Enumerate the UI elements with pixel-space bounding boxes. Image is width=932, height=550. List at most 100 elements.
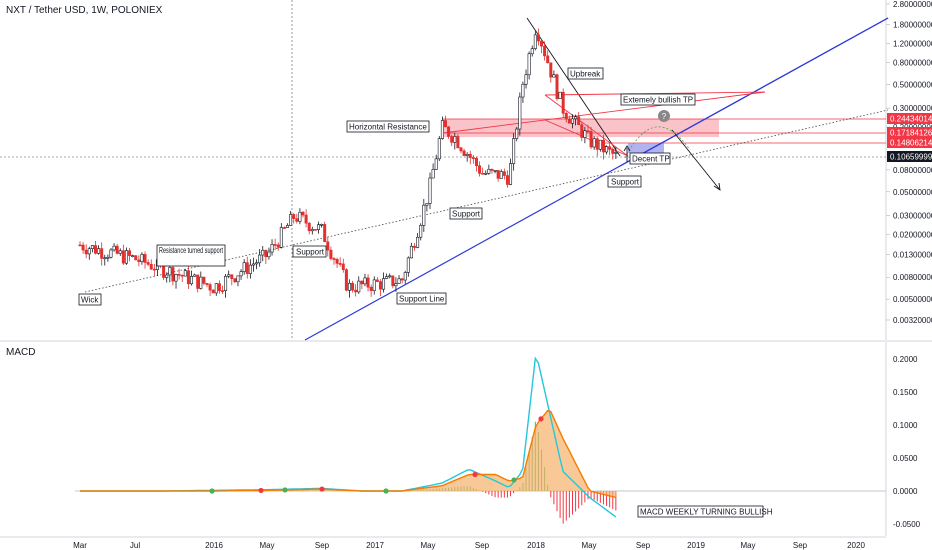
candle-body xyxy=(611,149,615,154)
candle-body xyxy=(264,249,268,258)
candle-body xyxy=(310,229,314,232)
annotation-support-2[interactable]: Support xyxy=(449,207,483,220)
candle-body xyxy=(143,254,147,263)
annotation-support-line[interactable]: Support Line xyxy=(396,292,447,305)
candle-body xyxy=(419,225,423,238)
candle-body xyxy=(313,229,317,231)
candle-body xyxy=(440,120,444,139)
candle-body xyxy=(564,113,568,120)
candle-body xyxy=(109,249,113,258)
annotation-decent-tp[interactable]: Decent TP xyxy=(629,152,671,165)
candle-body xyxy=(437,138,441,160)
candle-body xyxy=(224,275,228,292)
time-tick-label: 2016 xyxy=(205,541,223,550)
candle-body xyxy=(354,289,358,293)
price-tag: 0.17184126 xyxy=(887,127,932,138)
tp-fan-line-3[interactable] xyxy=(442,91,766,134)
candle-body xyxy=(382,278,386,290)
candle-body xyxy=(481,173,485,175)
annotation-support-1[interactable]: Support xyxy=(292,245,327,258)
annotation-extremely-bullish-tp-text: Extemely bullish TP xyxy=(623,96,693,105)
macd-cross-dot xyxy=(319,486,325,492)
time-tick-label: May xyxy=(740,541,755,550)
time-axis-ticks: Mar Jul 2016 May Sep 2017 May Sep 2018 May Sep 2019… xyxy=(73,541,865,550)
candle-body xyxy=(177,274,181,276)
candle-body xyxy=(605,146,609,153)
price-tag: 0.10659999 xyxy=(887,151,932,162)
macd-tick-label: 0.0500 xyxy=(893,454,918,463)
candle-body xyxy=(261,249,265,256)
candle-body xyxy=(543,45,547,57)
tp-fan-line-2[interactable] xyxy=(544,91,766,96)
candle-body xyxy=(378,281,382,290)
candle-body xyxy=(193,274,197,277)
price-tick-label: 0.01300000 xyxy=(893,251,932,260)
candle-body xyxy=(580,124,584,138)
annotation-extremely-bullish-tp[interactable]: Extemely bullish TP xyxy=(620,93,696,106)
annotation-wick[interactable]: Wick xyxy=(78,293,102,306)
candle-body xyxy=(533,34,537,49)
candle-body xyxy=(592,138,596,148)
price-tick-label: 0.02000000 xyxy=(893,231,932,240)
candle-body xyxy=(558,91,562,99)
candle-body xyxy=(152,268,156,271)
annotation-support-3[interactable]: Support xyxy=(607,175,642,188)
time-tick-label: Mar xyxy=(73,541,87,550)
candle-body xyxy=(583,130,587,138)
candle-body xyxy=(103,257,107,260)
macd-cross-dot xyxy=(538,416,544,422)
candle-body xyxy=(323,224,327,243)
candle-body xyxy=(357,280,361,293)
candle-body xyxy=(462,150,466,156)
candle-body xyxy=(363,277,367,285)
candle-body xyxy=(474,157,478,166)
candle-body xyxy=(484,173,488,175)
annotation-resistance-turned-support[interactable]: Resistance turned support xyxy=(156,244,226,267)
candle-body xyxy=(509,163,513,185)
candle-body xyxy=(84,249,88,255)
time-tick-label: 2019 xyxy=(687,541,705,550)
candle-body xyxy=(217,283,221,291)
candle-body xyxy=(385,276,389,279)
candle-body xyxy=(286,225,290,228)
candle-body xyxy=(608,146,612,150)
decent-tp-zone[interactable] xyxy=(628,143,664,153)
candle-body xyxy=(267,251,271,258)
price-tag-text: 0.14806214 xyxy=(890,139,932,148)
price-tag: 0.24434014 xyxy=(887,113,932,124)
macd-tick-label: -0.0500 xyxy=(893,520,921,529)
annotation-horizontal-resistance[interactable]: Horizontal Resistance xyxy=(346,120,430,133)
question-marker[interactable] xyxy=(658,110,670,122)
candle-body xyxy=(320,224,324,226)
candle-body xyxy=(499,171,503,179)
candle-body xyxy=(100,248,104,259)
annotation-upbreak[interactable]: Upbreak xyxy=(567,67,604,80)
candle-body xyxy=(409,245,413,259)
candle-body xyxy=(422,204,426,226)
candle-body xyxy=(236,275,240,283)
candle-body xyxy=(202,276,206,284)
candle-body xyxy=(456,136,460,149)
candle-body xyxy=(369,286,373,291)
annotation-support-2-text: Support xyxy=(452,210,481,219)
candle-body xyxy=(174,274,178,282)
candle-body xyxy=(570,118,574,124)
candle-body xyxy=(298,211,302,222)
price-tick-label: 0.50000000 xyxy=(893,80,932,89)
price-tick-label: 0.00800000 xyxy=(893,273,932,282)
candle-body xyxy=(233,278,237,283)
up-arrowhead xyxy=(623,145,631,152)
candle-body xyxy=(106,256,110,259)
macd-cross-dot xyxy=(383,488,389,494)
tp-fan-line-1[interactable] xyxy=(544,94,629,157)
candle-body xyxy=(521,83,525,98)
candle-body xyxy=(490,168,494,171)
annotation-support-1-text: Support xyxy=(296,248,325,257)
candle-body xyxy=(168,267,172,276)
annotation-wick-text: Wick xyxy=(81,296,99,305)
candle-body xyxy=(586,130,590,133)
annotation-macd-bullish[interactable]: MACD WEEKLY TURNING BULLISH xyxy=(637,505,773,518)
candle-body xyxy=(118,250,122,254)
